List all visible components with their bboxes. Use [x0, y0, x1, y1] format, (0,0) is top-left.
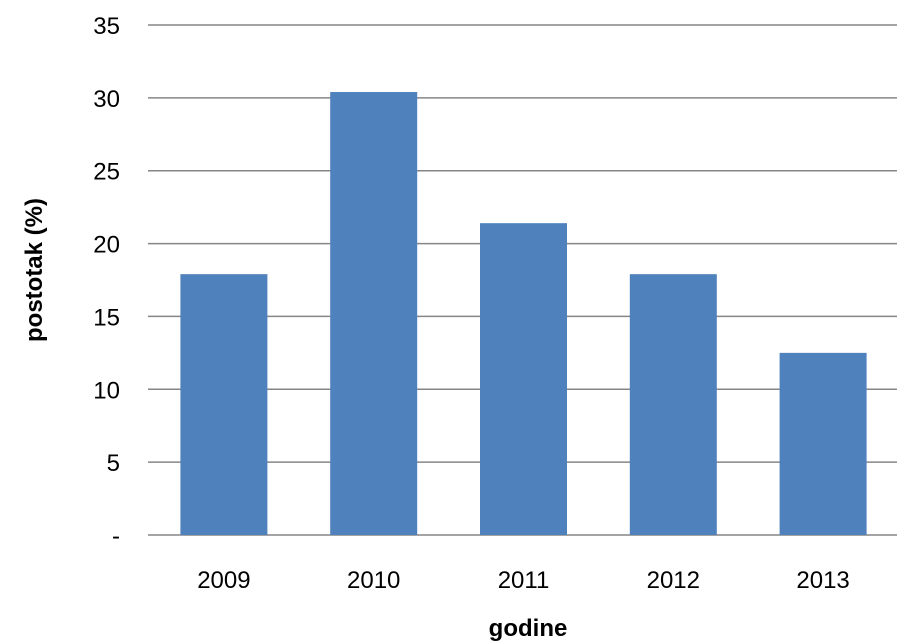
y-tick-label: 20 [93, 232, 120, 259]
y-tick-label: 5 [107, 450, 120, 477]
bar-2009 [180, 274, 268, 535]
bar-2010 [330, 92, 418, 536]
x-tick-label: 2011 [498, 567, 550, 594]
x-tick-label: 2012 [647, 567, 700, 594]
y-tick-labels: - 5 10 15 20 25 30 35 [93, 13, 120, 550]
x-tick-label: 2009 [197, 567, 250, 594]
x-tick-label: 2010 [347, 567, 400, 594]
y-tick-label: 30 [93, 86, 120, 113]
bar-2012 [629, 274, 717, 535]
y-tick-label: 15 [93, 304, 120, 331]
x-axis-title: godine [489, 615, 568, 641]
y-axis-title: postotak (%) [21, 198, 48, 342]
x-tick-label: 2013 [796, 567, 849, 594]
y-tick-label: 25 [93, 159, 120, 186]
y-tick-label: 10 [93, 377, 120, 404]
bars [180, 92, 867, 536]
y-tick-label: 35 [93, 13, 120, 40]
y-tick-label: - [112, 523, 120, 550]
bar-2011 [480, 223, 567, 535]
bar-2013 [779, 352, 867, 535]
x-tick-labels: 2009 2010 2011 2012 2013 [197, 567, 850, 594]
